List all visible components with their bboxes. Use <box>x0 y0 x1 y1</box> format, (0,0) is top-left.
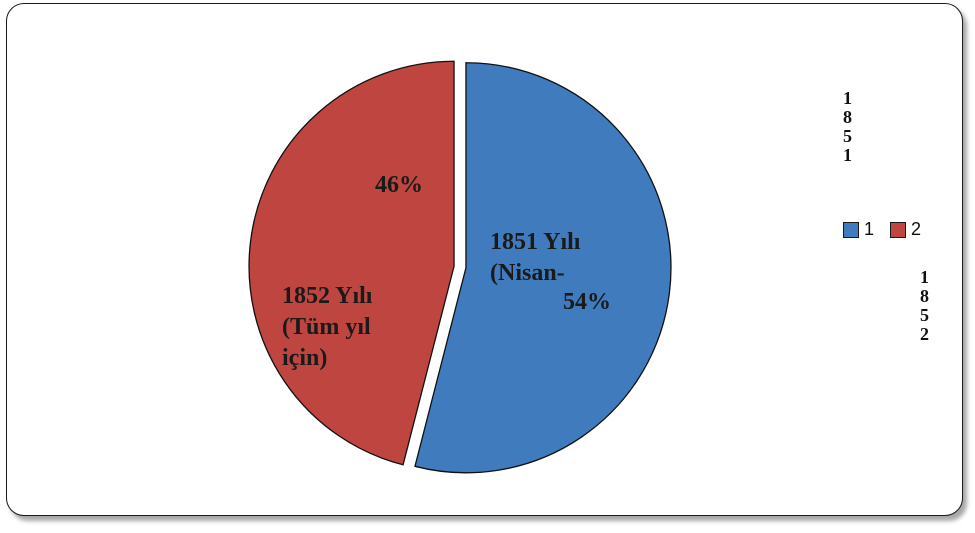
side-label-1852: 1 8 5 2 <box>920 268 929 344</box>
side-label-char: 5 <box>920 305 929 325</box>
side-label-char: 8 <box>843 107 852 127</box>
legend-label-1: 1 <box>864 219 875 239</box>
slice-category-line: 1851 Yılı <box>490 229 581 255</box>
side-label-char: 1 <box>843 88 852 108</box>
slice-category-line: (Nisan- <box>490 260 565 286</box>
slice-category-line: için) <box>282 345 327 371</box>
legend-entry-2: 2 <box>890 219 921 240</box>
side-label-1851: 1 8 5 1 <box>843 89 852 165</box>
side-label-char: 1 <box>843 145 852 165</box>
slice-percent-label-2: 46% <box>375 172 423 198</box>
slice-category-line: 1852 Yılı <box>282 283 373 309</box>
legend-swatch-2 <box>890 221 907 238</box>
slice-percent-label-1: 54% <box>563 289 611 315</box>
legend-label-2: 2 <box>911 219 922 239</box>
legend-entry-1: 1 <box>843 219 874 240</box>
pie-slice-1 <box>414 62 672 474</box>
slice-category-line: (Tüm yıl <box>282 314 371 340</box>
side-label-char: 8 <box>920 286 929 306</box>
side-label-char: 5 <box>843 126 852 146</box>
side-label-char: 1 <box>920 267 929 287</box>
pie-slice-2 <box>248 60 455 466</box>
slice-category-label-2: 1852 Yılı (Tüm yıl için) <box>282 283 373 371</box>
legend-swatch-1 <box>843 221 859 238</box>
slice-category-label-1: 1851 Yılı (Nisan- <box>490 229 581 286</box>
side-label-char: 2 <box>920 324 929 344</box>
legend: 1 2 <box>843 219 937 240</box>
